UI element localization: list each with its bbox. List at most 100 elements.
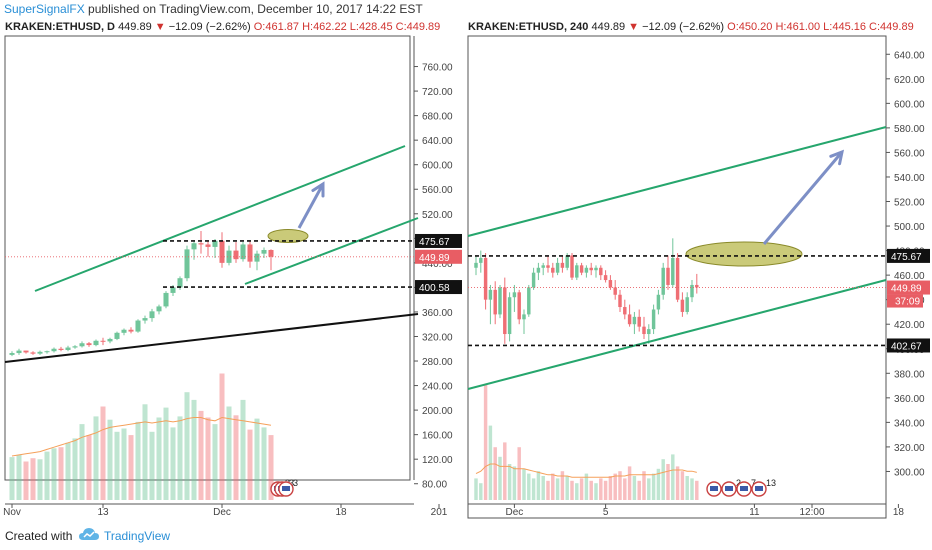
volume-bar <box>65 442 71 500</box>
x-tick-label: Nov <box>3 507 21 518</box>
volume-bar <box>177 416 183 500</box>
candle-up <box>240 244 246 260</box>
volume-bar <box>233 415 239 500</box>
candle-down <box>30 352 36 354</box>
y-tick-label: 640.00 <box>422 136 453 147</box>
candle-down <box>100 340 106 342</box>
tradingview-cloud-icon <box>78 527 100 546</box>
y-tick-label: 80.00 <box>422 480 447 491</box>
candle-up <box>121 329 127 333</box>
low-value: L:428.45 <box>350 21 396 33</box>
candle-up <box>212 240 218 247</box>
candle-up <box>79 343 85 347</box>
level-label-bg <box>415 233 462 248</box>
candle-up <box>65 347 71 350</box>
volume-bar <box>79 424 85 500</box>
published-text: published on TradingView.com, December 1… <box>84 2 423 16</box>
volume-bar <box>212 424 218 500</box>
x-tick-label: 201 <box>431 507 448 518</box>
chart-panel <box>4 35 411 481</box>
change-arrow-icon: ▼ <box>155 21 169 33</box>
last-price-label-bg <box>415 249 462 264</box>
volume-bar <box>16 454 22 500</box>
event-flag-icon-fill <box>282 486 290 491</box>
trendline-support <box>4 313 419 363</box>
candle-up <box>191 243 197 250</box>
candle-up <box>114 332 120 339</box>
y-tick-label: 280.00 <box>422 357 453 368</box>
volume-bar <box>254 418 260 500</box>
x-tick-label: 13 <box>97 507 109 518</box>
volume-bar <box>86 435 92 500</box>
candle-down <box>86 343 92 346</box>
candle-up <box>170 287 176 293</box>
y-tick-label: 200.00 <box>422 406 453 417</box>
footer: Created with TradingView <box>0 522 932 550</box>
y-tick-label: 320.00 <box>422 332 453 343</box>
candle-down <box>268 249 274 257</box>
tradingview-brand[interactable]: TradingView <box>104 529 171 543</box>
candle-up <box>156 306 162 312</box>
volume-bar <box>219 373 225 500</box>
volume-bar <box>205 417 211 500</box>
volume-bar <box>114 431 120 500</box>
volume-bar <box>268 435 274 500</box>
x-tick-label: 18 <box>335 507 347 518</box>
level-label: 400.58 <box>419 283 450 294</box>
candle-up <box>107 338 113 342</box>
candle-down <box>58 348 64 350</box>
volume-bar <box>51 448 57 500</box>
candle-up <box>51 348 57 352</box>
candle-up <box>72 346 78 348</box>
candle-up <box>261 249 267 254</box>
candle-up <box>149 311 155 319</box>
volume-ma-line <box>11 416 272 457</box>
volume-bar <box>58 447 64 500</box>
volume-bar <box>247 429 253 500</box>
volume-bar <box>170 427 176 500</box>
symbol-legend: KRAKEN:ETHUSD, D 449.89 ▼ −12.09 (−2.62%… <box>5 21 440 33</box>
candle-up <box>226 250 232 263</box>
volume-bar <box>44 451 50 500</box>
y-tick-label: 440.00 <box>422 259 453 270</box>
volume-bar <box>121 428 127 500</box>
publisher-link[interactable]: SuperSignalFX <box>4 2 85 16</box>
y-tick-label: 520.00 <box>422 210 453 221</box>
volume-bar <box>37 459 43 500</box>
symbol-name: KRAKEN:ETHUSD, D <box>5 21 118 33</box>
projection-arrow <box>297 183 325 229</box>
volume-bar <box>23 461 29 500</box>
high-value: H:462.22 <box>302 21 350 33</box>
close-value: C:449.89 <box>396 21 441 33</box>
candle-up <box>16 350 22 354</box>
y-tick-label: 720.00 <box>422 87 453 98</box>
candle-up <box>177 278 183 288</box>
last-price-value: 449.89 <box>118 21 155 33</box>
candle-down <box>205 244 211 247</box>
open-value: O:461.87 <box>254 21 302 33</box>
event-count: 3 <box>293 478 298 488</box>
volume-bar <box>261 427 267 500</box>
candle-up <box>163 292 169 307</box>
channel-lower-line <box>244 217 419 285</box>
volume-bar <box>240 399 246 500</box>
volume-bar <box>135 421 141 500</box>
candle-up <box>184 249 190 279</box>
candle-up <box>93 340 99 346</box>
volume-bar <box>156 417 162 500</box>
created-with-label: Created with <box>5 529 73 543</box>
candle-up <box>135 320 141 332</box>
candle-down <box>233 250 239 260</box>
y-tick-label: 160.00 <box>422 431 453 442</box>
volume-bar <box>93 416 99 500</box>
y-tick-label: 680.00 <box>422 112 453 123</box>
volume-bar <box>72 438 78 500</box>
volume-bar <box>107 419 113 500</box>
volume-bar <box>9 457 15 500</box>
y-tick-label: 120.00 <box>422 455 453 466</box>
last-price-label: 449.89 <box>419 253 450 264</box>
volume-bar <box>142 404 148 500</box>
volume-bar <box>149 431 155 500</box>
volume-bar <box>100 406 106 500</box>
